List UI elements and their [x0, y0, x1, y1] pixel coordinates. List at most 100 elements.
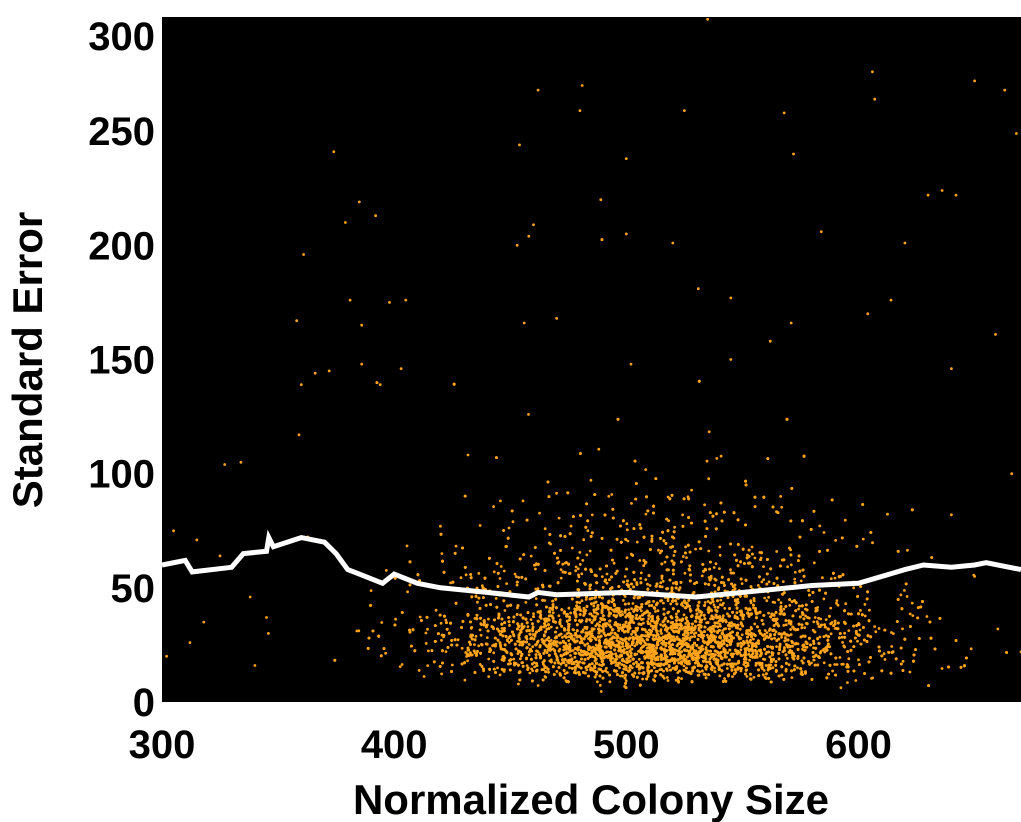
scatter-point — [797, 607, 800, 611]
scatter-point — [543, 527, 547, 531]
scatter-point — [740, 582, 744, 585]
scatter-point — [527, 643, 531, 646]
scatter-point — [605, 572, 609, 576]
scatter-point — [707, 477, 711, 481]
scatter-point — [729, 568, 732, 572]
scatter-point — [598, 620, 602, 624]
scatter-point — [558, 618, 562, 622]
scatter-point — [607, 494, 611, 498]
scatter-point — [621, 645, 625, 648]
scatter-point — [699, 613, 703, 617]
scatter-point — [644, 468, 648, 471]
scatter-point — [527, 413, 530, 416]
scatter-point — [740, 633, 744, 637]
scatter-point — [492, 505, 495, 508]
scatter-point — [886, 512, 889, 516]
scatter-point — [581, 559, 585, 562]
scatter-point — [533, 665, 536, 669]
scatter-point — [518, 643, 522, 647]
scatter-point — [637, 649, 640, 653]
scatter-point — [528, 671, 532, 675]
scatter-point — [580, 639, 584, 642]
scatter-point — [567, 635, 571, 639]
scatter-point — [748, 658, 751, 662]
scatter-point — [549, 625, 553, 629]
scatter-point — [534, 597, 538, 600]
scatter-point — [831, 669, 834, 673]
scatter-point — [465, 655, 468, 658]
scatter-point — [754, 663, 758, 667]
scatter-point — [821, 648, 825, 652]
scatter-point — [631, 602, 635, 605]
scatter-point — [696, 674, 700, 677]
scatter-point — [725, 667, 729, 670]
scatter-point — [598, 684, 602, 687]
scatter-point — [604, 624, 608, 628]
scatter-point — [559, 576, 563, 580]
scatter-point — [835, 663, 839, 666]
scatter-point — [444, 618, 448, 622]
scatter-point — [590, 513, 594, 517]
scatter-point — [871, 541, 874, 545]
scatter-point — [694, 631, 698, 635]
scatter-point — [498, 673, 502, 677]
scatter-point — [618, 666, 621, 670]
scatter-point — [478, 663, 482, 666]
scatter-point — [507, 526, 511, 530]
scatter-point — [908, 670, 912, 674]
scatter-point — [901, 659, 905, 663]
scatter-point — [683, 571, 687, 575]
scatter-point — [500, 627, 504, 630]
scatter-point — [969, 647, 973, 651]
scatter-point — [764, 664, 768, 667]
scatter-point — [514, 575, 518, 578]
scatter-point — [779, 495, 783, 498]
scatter-point — [800, 659, 804, 663]
scatter-point — [812, 561, 816, 565]
scatter-point — [499, 499, 502, 503]
scatter-point — [641, 677, 644, 681]
scatter-point — [780, 505, 784, 509]
scatter-point — [690, 488, 693, 492]
scatter-point — [824, 618, 828, 621]
scatter-point — [803, 626, 807, 629]
scatter-point — [735, 611, 739, 615]
scatter-point — [763, 658, 767, 661]
scatter-point — [666, 495, 670, 499]
scatter-point — [750, 627, 753, 631]
scatter-point — [854, 679, 858, 682]
scatter-point — [835, 601, 838, 605]
scatter-point — [557, 516, 561, 520]
scatter-point — [505, 582, 508, 585]
scatter-point — [782, 624, 786, 627]
scatter-point — [712, 627, 715, 631]
scatter-point — [656, 609, 660, 613]
scatter-point — [682, 664, 686, 668]
scatter-point — [660, 585, 664, 589]
scatter-point — [839, 686, 843, 690]
scatter-point — [877, 627, 881, 630]
scatter-point — [519, 657, 522, 661]
scatter-point — [841, 662, 845, 666]
scatter-point — [516, 606, 519, 610]
scatter-point — [583, 611, 587, 615]
scatter-point — [715, 457, 719, 460]
scatter-point — [459, 576, 463, 580]
scatter-point — [598, 663, 601, 666]
scatter-point — [654, 610, 657, 613]
scatter-point — [578, 563, 582, 566]
scatter-point — [665, 676, 669, 679]
scatter-point — [771, 666, 775, 670]
scatter-point — [799, 579, 803, 583]
scatter-point — [674, 678, 678, 682]
scatter-point — [648, 584, 652, 587]
scatter-point — [719, 454, 723, 458]
scatter-point — [585, 668, 589, 672]
scatter-point — [623, 575, 627, 578]
scatter-point — [903, 589, 906, 592]
scatter-point — [496, 666, 499, 670]
scatter-point — [703, 601, 707, 604]
scatter-point — [526, 625, 530, 629]
scatter-point — [767, 611, 770, 615]
scatter-point — [531, 645, 535, 649]
